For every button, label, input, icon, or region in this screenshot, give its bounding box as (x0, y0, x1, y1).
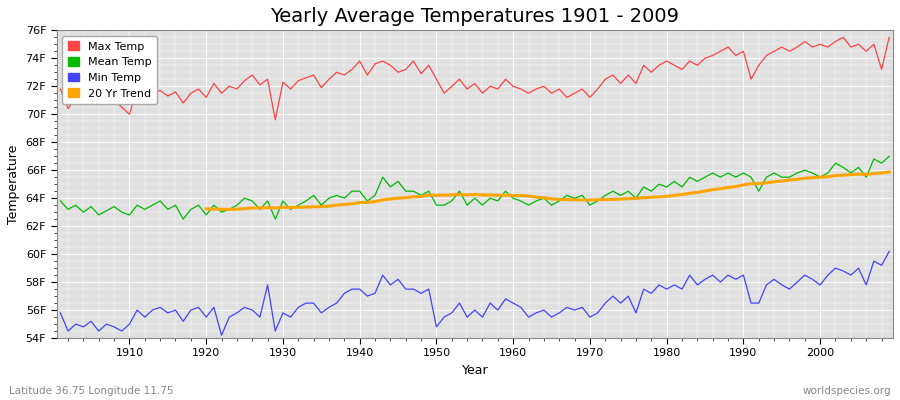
Text: worldspecies.org: worldspecies.org (803, 386, 891, 396)
Text: Latitude 36.75 Longitude 11.75: Latitude 36.75 Longitude 11.75 (9, 386, 174, 396)
Legend: Max Temp, Mean Temp, Min Temp, 20 Yr Trend: Max Temp, Mean Temp, Min Temp, 20 Yr Tre… (62, 36, 157, 104)
Title: Yearly Average Temperatures 1901 - 2009: Yearly Average Temperatures 1901 - 2009 (270, 7, 680, 26)
Y-axis label: Temperature: Temperature (7, 144, 20, 224)
X-axis label: Year: Year (462, 364, 488, 377)
